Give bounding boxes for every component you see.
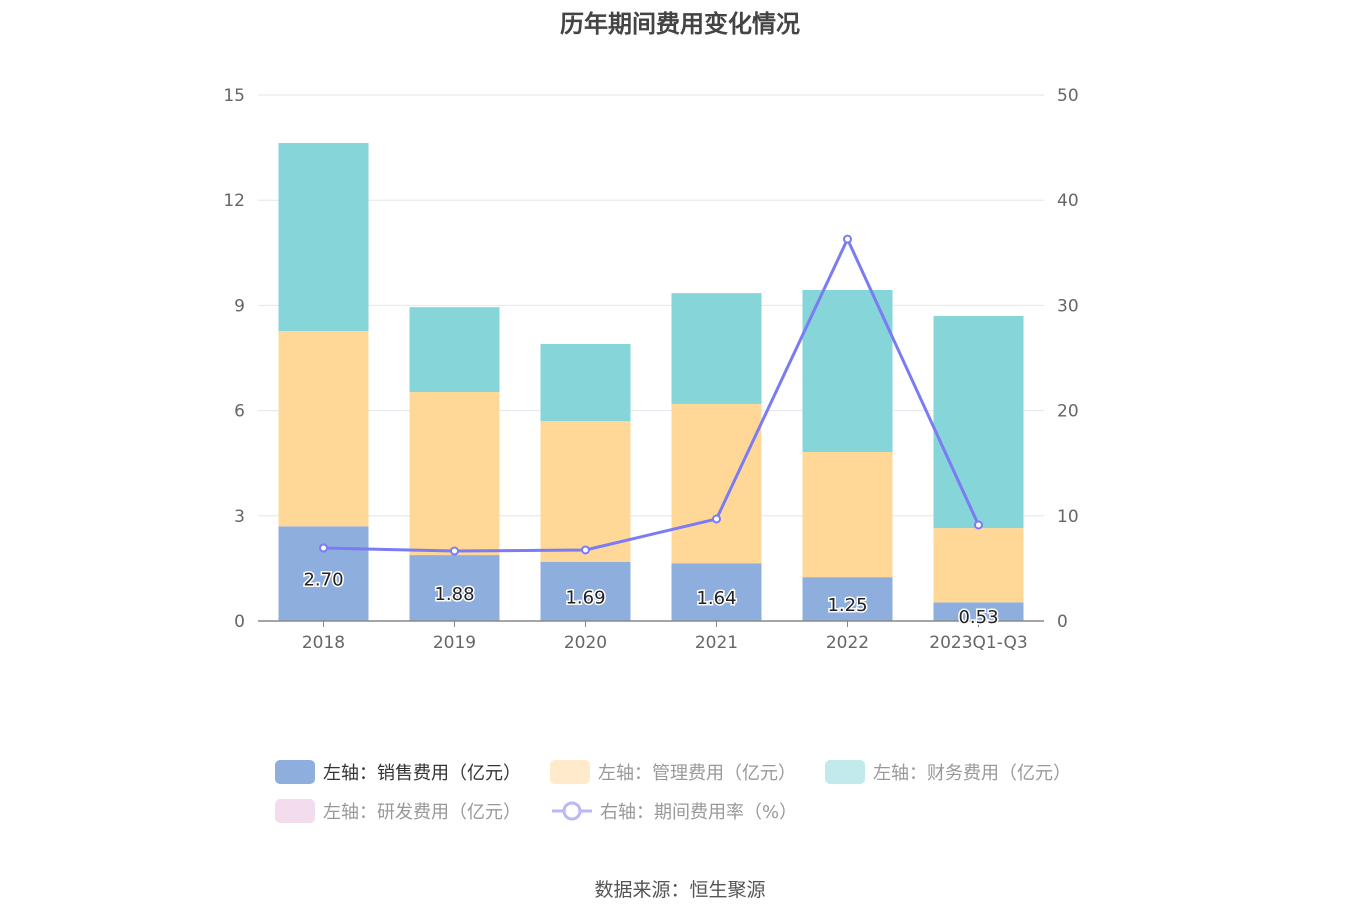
legend-swatch: [275, 799, 315, 823]
left-axis-tick: 12: [223, 191, 245, 211]
rate-point: [974, 520, 983, 530]
bar-segment: [671, 403, 762, 564]
legend-label: 左轴：销售费用（亿元）: [323, 763, 521, 784]
right-axis-tick: 10: [1057, 507, 1079, 527]
x-axis-label: 2021: [695, 633, 738, 653]
rate-point: [712, 514, 721, 524]
data-label: 1.64: [696, 588, 736, 609]
legend-item-finance[interactable]: 左轴：财务费用（亿元）: [825, 759, 1071, 785]
legend-item-rate[interactable]: 右轴：期间费用率（%）: [552, 798, 797, 824]
bar-segment: [933, 528, 1024, 603]
right-axis-tick: 50: [1057, 86, 1079, 106]
right-axis-tick: 20: [1057, 402, 1079, 422]
x-axis-label: 2022: [826, 633, 869, 653]
legend-label: 右轴：期间费用率（%）: [600, 802, 798, 823]
bar-segment: [409, 555, 500, 621]
data-label: 1.25: [827, 595, 867, 616]
bar-segment: [409, 392, 500, 556]
bar-segment: [278, 526, 369, 621]
bar-segment: [671, 293, 762, 404]
bar-segment: [540, 561, 631, 621]
left-axis-tick: 15: [223, 86, 245, 106]
left-axis-tick: 9: [234, 296, 245, 316]
bar-segment: [671, 563, 762, 621]
legend-item-admin[interactable]: 左轴：管理费用（亿元）: [550, 759, 796, 785]
bar-segment: [540, 343, 631, 422]
legend-label: 左轴：研发费用（亿元）: [323, 802, 521, 823]
chart-title: 历年期间费用变化情况: [560, 10, 800, 38]
x-axis-label: 2020: [564, 633, 607, 653]
rate-point: [319, 543, 328, 553]
legend-swatch: [275, 760, 315, 784]
rate-point: [450, 546, 459, 556]
rate-point: [843, 234, 852, 244]
data-label: 1.69: [565, 587, 605, 608]
legend-swatch: [550, 760, 590, 784]
data-source: 数据来源：恒生聚源: [594, 879, 766, 901]
bar-segment: [933, 602, 1024, 621]
bar-segment: [933, 315, 1024, 529]
data-label: 1.88: [434, 584, 474, 605]
legend-item-sales[interactable]: 左轴：销售费用（亿元）: [275, 759, 521, 785]
legend-line-icon: [552, 801, 592, 821]
left-axis-tick: 6: [234, 402, 245, 422]
right-axis-tick: 40: [1057, 191, 1079, 211]
legend-label: 左轴：管理费用（亿元）: [598, 763, 796, 784]
legend-label: 左轴：财务费用（亿元）: [873, 763, 1071, 784]
legend-swatch: [825, 760, 865, 784]
bar-segment: [540, 421, 631, 562]
data-label: 0.53: [958, 607, 998, 628]
x-axis-label: 2018: [302, 633, 345, 653]
legend-item-rd[interactable]: 左轴：研发费用（亿元）: [275, 798, 521, 824]
bar-segment: [278, 143, 369, 331]
rate-line: [323, 235, 980, 553]
rate-point: [581, 545, 590, 555]
bar-segment: [802, 289, 893, 452]
bar-segment: [802, 451, 893, 578]
bar-segment: [409, 307, 500, 393]
x-axis-label: 2023Q1-Q3: [929, 633, 1027, 653]
x-axis-label: 2019: [433, 633, 476, 653]
data-label: 2.70: [303, 570, 343, 591]
bar-segment: [278, 330, 369, 527]
left-axis-tick: 3: [234, 507, 245, 527]
bar-segment: [802, 577, 893, 621]
right-axis-tick: 0: [1057, 612, 1068, 632]
left-axis-tick: 0: [234, 612, 245, 632]
right-axis-tick: 30: [1057, 296, 1079, 316]
